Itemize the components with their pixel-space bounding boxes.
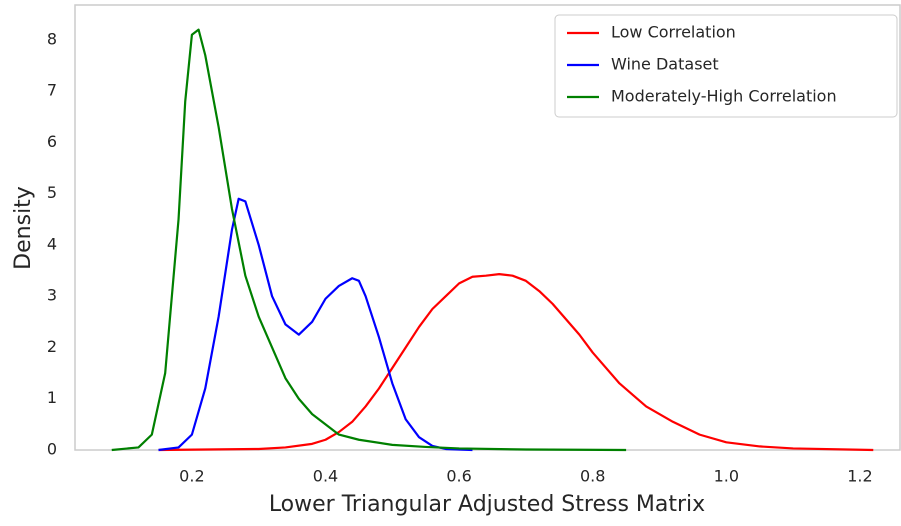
plot-frame — [74, 4, 901, 451]
legend-label: Low Correlation — [611, 23, 736, 42]
density-line — [158, 197, 473, 452]
y-tick-label: 7 — [47, 81, 57, 100]
density-line — [111, 28, 627, 452]
y-axis-label: Density — [11, 186, 36, 270]
legend-label: Moderately-High Correlation — [611, 87, 837, 106]
x-tick-label: 1.0 — [714, 467, 739, 486]
legend: Low Correlation Wine Dataset Moderately-Hi… — [554, 14, 898, 118]
x-tick-label: 0.4 — [313, 467, 338, 486]
y-tick-label: 5 — [47, 183, 57, 202]
x-tick-label: 0.6 — [446, 467, 471, 486]
legend-box — [554, 14, 898, 118]
legend-label: Wine Dataset — [611, 55, 719, 74]
y-tick-label: 3 — [47, 286, 57, 305]
y-tick-label: 8 — [47, 29, 57, 48]
y-tick-label: 0 — [47, 440, 57, 459]
density-line — [158, 273, 874, 452]
y-tick-label: 4 — [47, 234, 57, 253]
y-tick-label: 2 — [47, 337, 57, 356]
x-tick-label: 0.8 — [580, 467, 605, 486]
y-tick-label: 1 — [47, 388, 57, 407]
x-axis-label: Lower Triangular Adjusted Stress Matrix — [269, 492, 705, 517]
y-tick-label: 6 — [47, 132, 57, 151]
x-tick-label: 0.2 — [179, 467, 204, 486]
x-tick-label: 1.2 — [847, 467, 872, 486]
